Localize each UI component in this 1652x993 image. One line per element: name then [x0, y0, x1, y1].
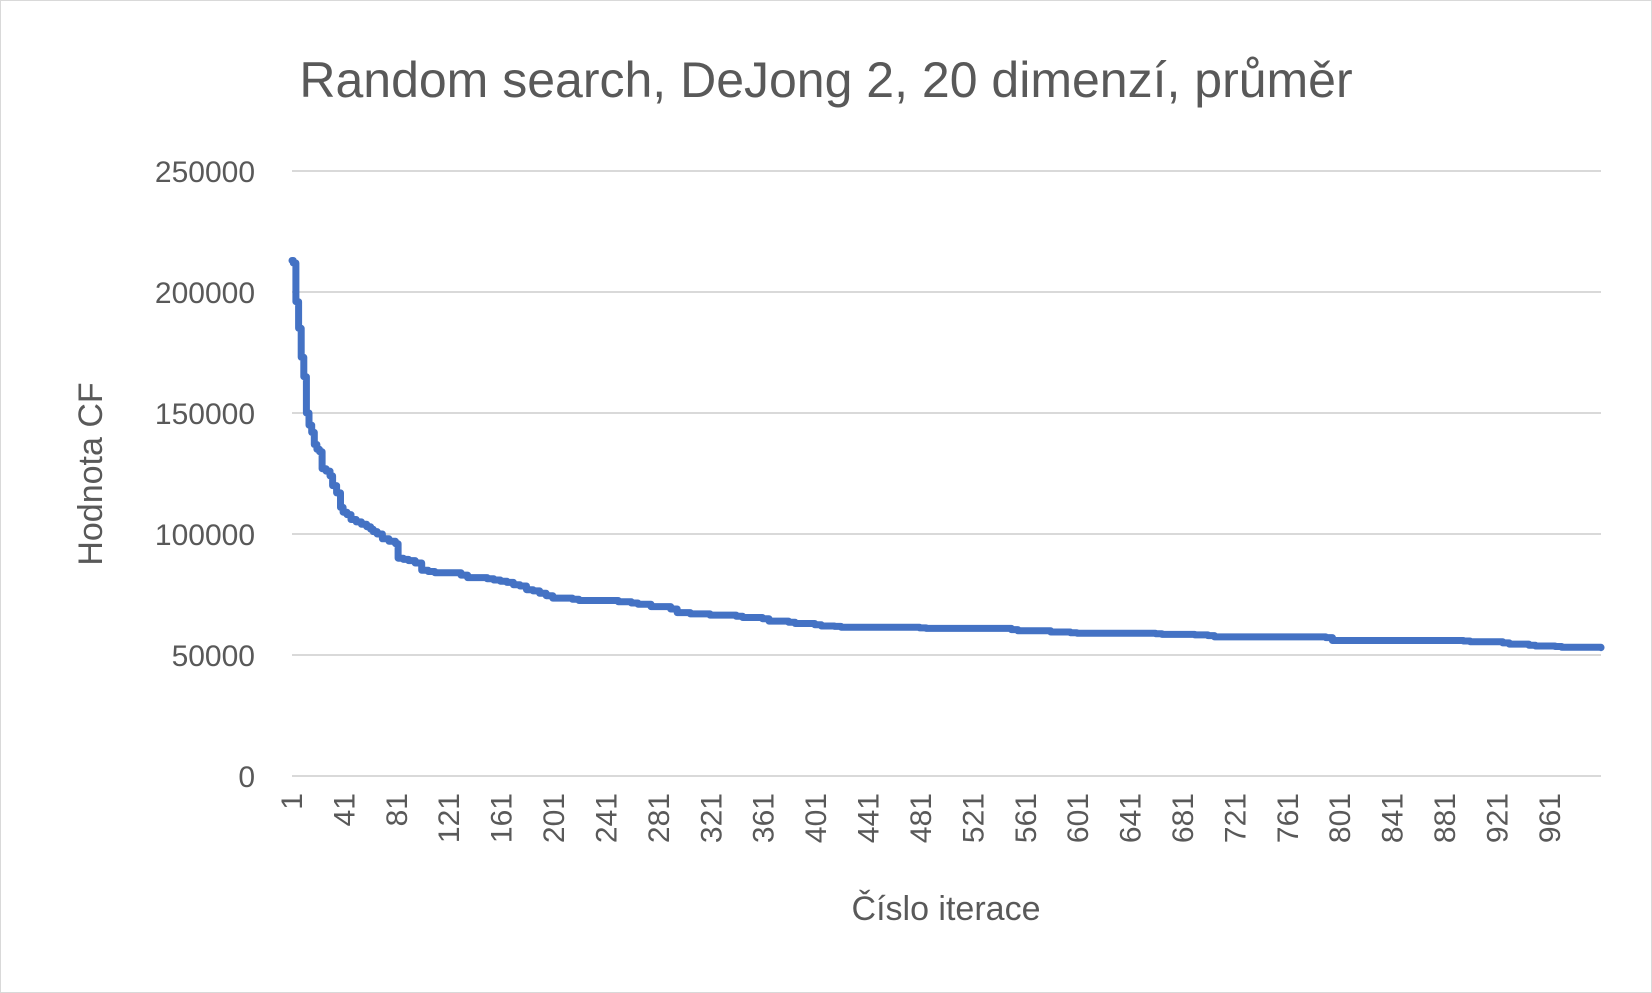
y-axis-ticks: 0 50000 100000 150000 200000 250000 — [155, 156, 255, 794]
x-tick-label: 841 — [1377, 793, 1410, 843]
x-tick-label: 641 — [1115, 793, 1148, 843]
x-tick-label: 921 — [1481, 793, 1514, 843]
x-tick-label: 1 — [276, 793, 309, 810]
x-tick-label: 721 — [1219, 793, 1252, 843]
y-tick-label: 250000 — [155, 156, 255, 189]
x-tick-label: 81 — [381, 793, 414, 826]
x-tick-label: 521 — [957, 793, 990, 843]
x-tick-label: 601 — [1062, 793, 1095, 843]
x-tick-label: 321 — [695, 793, 728, 843]
series-line — [288, 257, 1605, 652]
x-tick-label: 281 — [643, 793, 676, 843]
y-tick-label: 100000 — [155, 519, 255, 552]
x-tick-label: 441 — [853, 793, 886, 843]
x-tick-label: 961 — [1534, 793, 1567, 843]
x-tick-label: 121 — [433, 793, 466, 843]
x-axis-title: Číslo iterace — [852, 890, 1041, 928]
x-tick-label: 41 — [328, 793, 361, 826]
x-tick-label: 561 — [1010, 793, 1043, 843]
gridlines — [292, 170, 1601, 656]
x-tick-label: 401 — [800, 793, 833, 843]
x-tick-label: 881 — [1429, 793, 1462, 843]
chart-title: Random search, DeJong 2, 20 dimenzí, prů… — [299, 52, 1352, 108]
x-tick-label: 361 — [748, 793, 781, 843]
x-axis-ticks: 1 41 81 121 161 201 241 281 321 361 401 441 481 521 56… — [276, 793, 1567, 843]
x-tick-label: 681 — [1167, 793, 1200, 843]
y-tick-label: 50000 — [172, 640, 255, 673]
y-tick-label: 0 — [238, 761, 255, 794]
y-axis-title: Hodnota CF — [72, 382, 110, 565]
y-tick-label: 200000 — [155, 277, 255, 310]
y-tick-label: 150000 — [155, 398, 255, 431]
x-tick-label: 161 — [486, 793, 519, 843]
x-tick-label: 201 — [538, 793, 571, 843]
series-group — [288, 257, 1605, 652]
x-tick-label: 241 — [590, 793, 623, 843]
x-tick-label: 761 — [1272, 793, 1305, 843]
x-tick-label: 801 — [1324, 793, 1357, 843]
x-tick-label: 481 — [905, 793, 938, 843]
